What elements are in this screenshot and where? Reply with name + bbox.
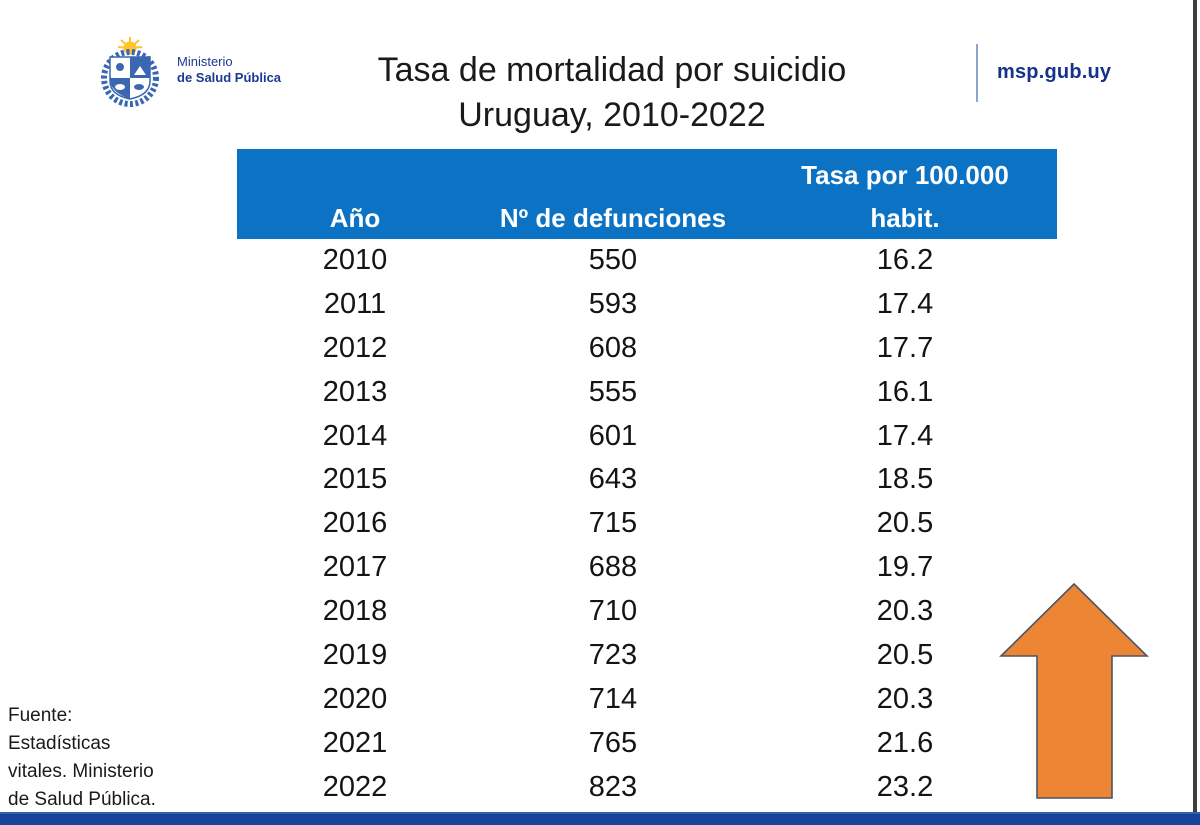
deaths-cell: 608 [588,331,638,364]
year-cell: 2017 [322,551,388,584]
year-cell: 2013 [322,375,388,408]
table-row: 2016 715 20.5 [237,502,1057,546]
table-row: 2020 714 20.3 [237,678,1057,722]
year-cell: 2020 [322,682,388,715]
year-cell: 2019 [322,639,388,672]
column-header-rate-line1: Tasa por 100.000 [801,160,1009,190]
rate-cell: 20.3 [876,682,934,715]
table-row: 2017 688 19.7 [237,546,1057,590]
up-arrow-icon [999,582,1149,799]
rate-cell: 20.5 [876,507,934,540]
table-row: 2022 823 23.2 [237,766,1057,810]
bottom-bar [0,812,1200,825]
table-header-row: Año Nº de defunciones Tasa por 100.000 h… [237,149,1057,239]
year-cell: 2011 [323,287,387,320]
table-row: 2018 710 20.3 [237,590,1057,634]
ministry-name-line1: Ministerio [177,54,233,69]
column-header-deaths: Nº de defunciones [499,203,727,233]
deaths-cell: 688 [588,551,638,584]
table-body: 2010 550 16.2 2011 593 17.4 2012 608 17.7 2013 555… [237,239,1057,810]
year-cell: 2018 [322,595,388,628]
column-header-rate-line2: habit. [870,203,940,233]
rate-cell: 17.4 [876,419,934,452]
mortality-table: Año Nº de defunciones Tasa por 100.000 h… [237,149,1057,810]
table-row: 2019 723 20.5 [237,634,1057,678]
rate-cell: 17.4 [876,287,934,320]
deaths-cell: 593 [588,287,638,320]
deaths-cell: 643 [588,463,638,496]
rate-cell: 18.5 [876,463,934,496]
ministry-name-line2: de Salud Pública [177,70,282,85]
year-cell: 2015 [322,463,388,496]
rate-cell: 16.1 [876,375,934,408]
uruguay-coat-of-arms-icon [101,37,159,107]
rate-cell: 21.6 [876,726,934,759]
rate-cell: 19.7 [876,551,934,584]
deaths-cell: 823 [588,770,638,803]
table-row: 2015 643 18.5 [237,458,1057,502]
deaths-cell: 715 [588,507,638,540]
header-divider [976,44,978,102]
deaths-cell: 601 [588,419,638,452]
table-row: 2011 593 17.4 [237,283,1057,327]
rate-cell: 17.7 [876,331,934,364]
msp-site-link[interactable]: msp.gub.uy [997,61,1112,83]
year-cell: 2022 [322,770,388,803]
deaths-cell: 765 [588,726,638,759]
deaths-cell: 550 [588,244,638,276]
column-header-year: Año [329,203,381,233]
table-row: 2013 555 16.1 [237,371,1057,415]
rate-cell: 20.5 [876,639,934,672]
rate-cell: 16.2 [876,244,934,276]
column-header-rate: Tasa por 100.000 habit. [753,160,1057,234]
year-cell: 2012 [322,331,388,364]
year-cell: 2016 [322,507,388,540]
deaths-cell: 723 [588,639,638,672]
table-row: 2010 550 16.2 [237,239,1057,283]
year-cell: 2021 [322,726,388,759]
page-title: Tasa de mortalidad por suicidio Uruguay,… [312,48,912,138]
year-cell: 2010 [322,244,388,276]
rate-cell: 23.2 [876,770,934,803]
table-row: 2014 601 17.4 [237,415,1057,459]
deaths-cell: 710 [588,595,638,628]
deaths-cell: 714 [588,682,638,715]
page-title-line1: Tasa de mortalidad por suicidio [377,51,847,89]
year-cell: 2014 [322,419,388,452]
source-note: Fuente: Estadísticas vitales. Ministerio… [8,705,156,810]
table-row: 2021 765 21.6 [237,722,1057,766]
rate-cell: 20.3 [876,595,934,628]
right-border [1193,0,1197,812]
table-row: 2012 608 17.7 [237,327,1057,371]
page-title-line2: Uruguay, 2010-2022 [458,96,766,134]
deaths-cell: 555 [588,375,638,408]
ministry-name: Ministerio de Salud Pública [177,54,281,86]
